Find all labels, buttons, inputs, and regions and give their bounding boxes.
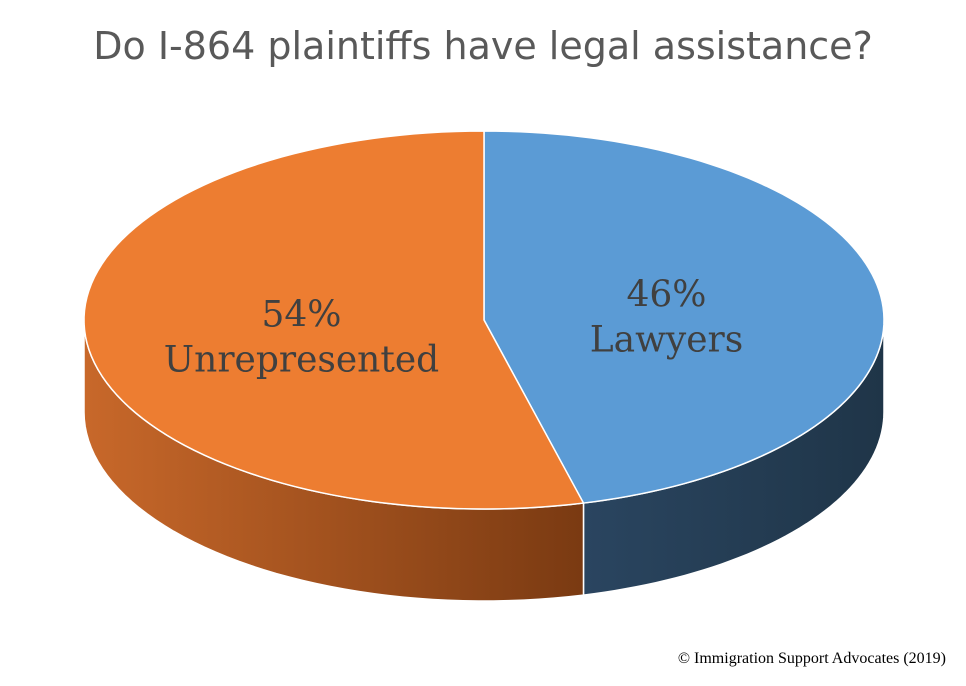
slice-percent-lawyers: 46%: [626, 275, 706, 316]
slice-name-lawyers: Lawyers: [590, 320, 744, 361]
slice-name-unrepresented: Unrepresented: [164, 339, 439, 380]
pie-labels: 46% Lawyers 54% Unrepresented: [164, 275, 743, 381]
slice-percent-unrepresented: 54%: [261, 294, 341, 335]
slice-label-unrepresented: 54% Unrepresented: [164, 294, 439, 380]
chart-title: Do I-864 plaintiffs have legal assistanc…: [93, 24, 873, 68]
pie-tops: [83, 130, 885, 510]
pie-slice-unrepresented: [83, 130, 585, 510]
pie-slice-lawyers: [483, 130, 885, 504]
slice-label-lawyers: 46% Lawyers: [590, 275, 744, 361]
copyright-notice: © Immigration Support Advocates (2019): [677, 650, 946, 667]
